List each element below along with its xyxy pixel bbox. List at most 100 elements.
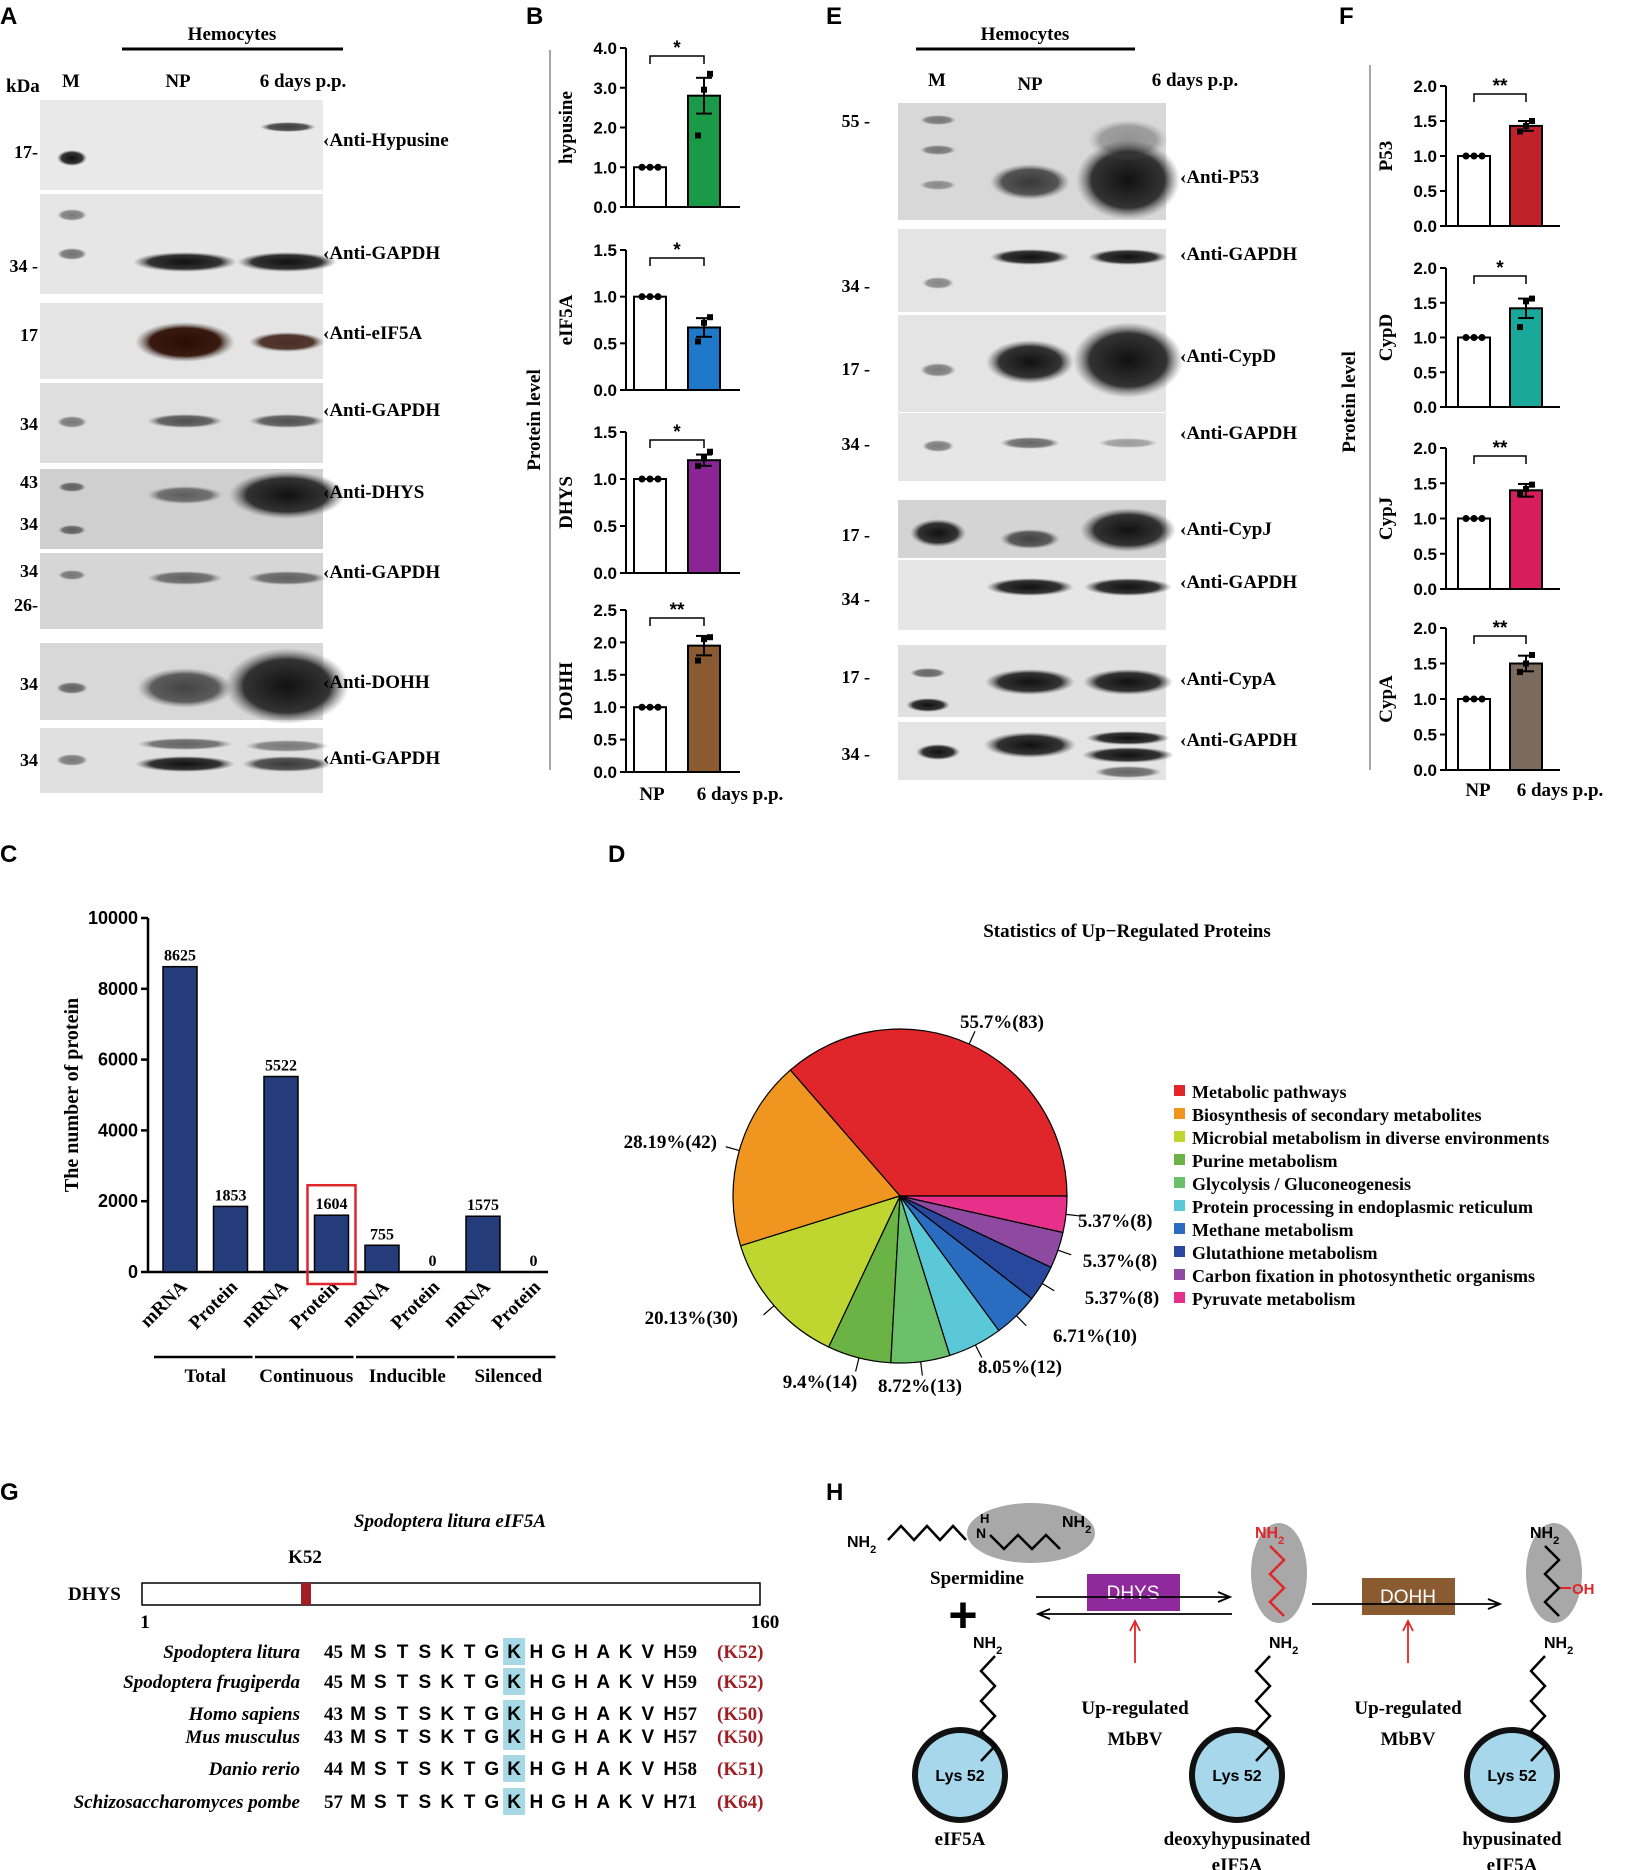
blot-marker: 34 (20, 414, 38, 434)
pie-slice-label: 8.05%(12) (978, 1357, 1062, 1378)
blot-band (1000, 437, 1060, 449)
panel-g-domain-label: DHYS (68, 1584, 121, 1605)
residue: H (530, 1759, 544, 1780)
upregulated-label: Up-regulated (1354, 1698, 1462, 1719)
lysine-circle (912, 1727, 1008, 1823)
blot-band (986, 578, 1074, 596)
subplot-name: eIF5A (556, 294, 577, 345)
bar-value-label: 5522 (265, 1058, 297, 1075)
blot-band (1088, 120, 1168, 160)
y-tick-label: 0.5 (593, 334, 617, 353)
blot-band (57, 248, 87, 260)
data-point (1517, 324, 1523, 331)
mbbv-label: MbBV (1108, 1729, 1163, 1750)
site-label: (K51) (717, 1759, 763, 1780)
pie-slice-label: 5.37%(8) (1078, 1211, 1152, 1232)
significance-label: * (673, 422, 681, 443)
panel-a-group-label: Hemocytes (188, 24, 277, 45)
y-tick-label: 0.0 (593, 763, 617, 782)
data-point (1462, 515, 1470, 522)
significance-label: ** (1493, 438, 1508, 459)
bar-np (633, 295, 667, 391)
blot-3: ‹Anti-GAPDH 34 (20, 383, 440, 463)
x-tick-label: Protein (387, 1276, 444, 1333)
residue: K (507, 1672, 521, 1693)
panel-d: Statistics of Up−Regulated Proteins 55.7%… (624, 921, 1550, 1397)
residue: S (374, 1727, 387, 1748)
blot-band (245, 740, 329, 752)
y-tick-label: 0.0 (1413, 217, 1437, 236)
k52-site-mark (301, 1583, 311, 1605)
residue: A (596, 1727, 610, 1748)
subplot-name: DHYS (556, 476, 577, 529)
legend-entry: Protein processing in endoplasmic reticu… (1192, 1197, 1533, 1217)
data-point (1523, 122, 1529, 129)
bar-6-days-p-p- (687, 326, 721, 392)
data-point (646, 293, 654, 301)
y-tick-label: 1.5 (1413, 112, 1437, 131)
blot-band (57, 209, 87, 221)
seq-end: 71 (678, 1792, 697, 1813)
blot-antibody-label: ‹Anti-GAPDH (1180, 572, 1297, 593)
bar-np (1457, 517, 1491, 590)
blot-band (920, 363, 956, 377)
legend-swatch (1174, 1085, 1185, 1096)
panel-letter-h: H (826, 1479, 843, 1506)
blot-marker: 34 - (10, 256, 39, 276)
significance-bracket (649, 55, 705, 64)
protein-domain-bar (141, 1582, 761, 1606)
y-tick-label: 0.0 (593, 564, 617, 583)
blot-band (57, 150, 87, 166)
residue: G (551, 1704, 566, 1725)
blot-antibody-label: ‹Anti-CypJ (1180, 519, 1272, 540)
panel-a-lane-m: M (62, 71, 80, 92)
pie-slice (739, 1195, 902, 1348)
seq-end: 57 (678, 1727, 698, 1748)
residue: G (484, 1727, 499, 1748)
blot-membrane (40, 194, 323, 294)
y-tick-label: 0.5 (593, 517, 617, 536)
y-tick-label: 1.0 (593, 698, 617, 717)
panel-a: Hemocytes kDa M NP 6 days p.p. ‹Anti-Hyp… (6, 24, 449, 793)
blot-band (1073, 322, 1183, 398)
residue: H (574, 1642, 588, 1663)
blot-7: ‹Anti-GAPDH 34 - (842, 722, 1297, 780)
residue: H (663, 1642, 677, 1663)
blot-band (225, 648, 349, 724)
seq-start: 43 (324, 1727, 343, 1748)
data-point (1529, 118, 1535, 124)
panel-e-lane-m: M (928, 70, 946, 91)
pie-slice-label: 9.4%(14) (783, 1372, 857, 1393)
data-point (1478, 515, 1486, 522)
significance-label: ** (1493, 618, 1508, 639)
blot-6: ‹Anti-DOHH 34 (20, 643, 430, 724)
nh2-label: NH2 (1530, 1525, 1559, 1547)
blot-7: ‹Anti-GAPDH 34 (20, 728, 440, 793)
pie-slice-label: 5.37%(8) (1085, 1288, 1159, 1309)
legend-swatch (1174, 1292, 1185, 1303)
data-point (646, 703, 654, 711)
bar-np (1457, 155, 1491, 227)
residue: K (507, 1792, 521, 1813)
blot-antibody-label: ‹Anti-CypA (1180, 669, 1276, 690)
bar-6-days-p-p- (1509, 124, 1543, 227)
upregulated-label: Up-regulated (1081, 1698, 1189, 1719)
subplot-name: DOHH (556, 662, 577, 720)
stage-2: NH2 OH NH2 Lys 52 hypusinated eIF5A (1462, 1523, 1595, 1870)
blot-band (920, 145, 956, 155)
residue: G (551, 1792, 566, 1813)
bar-np (633, 166, 667, 208)
bar-mrna (263, 1075, 299, 1273)
data-point (1517, 490, 1523, 497)
y-tick-label: 3.0 (593, 79, 617, 98)
species-name: Spodoptera litura (163, 1642, 300, 1663)
legend-entry: Metabolic pathways (1192, 1082, 1347, 1102)
stage-label: eIF5A (935, 1829, 986, 1850)
data-point (701, 636, 707, 643)
residue: M (350, 1727, 366, 1748)
residue: K (507, 1642, 521, 1663)
blot-marker: 34 - (842, 744, 871, 764)
nh2-label: NH2 (1062, 1514, 1091, 1536)
bar-protein (313, 1214, 350, 1273)
residue: G (484, 1672, 499, 1693)
